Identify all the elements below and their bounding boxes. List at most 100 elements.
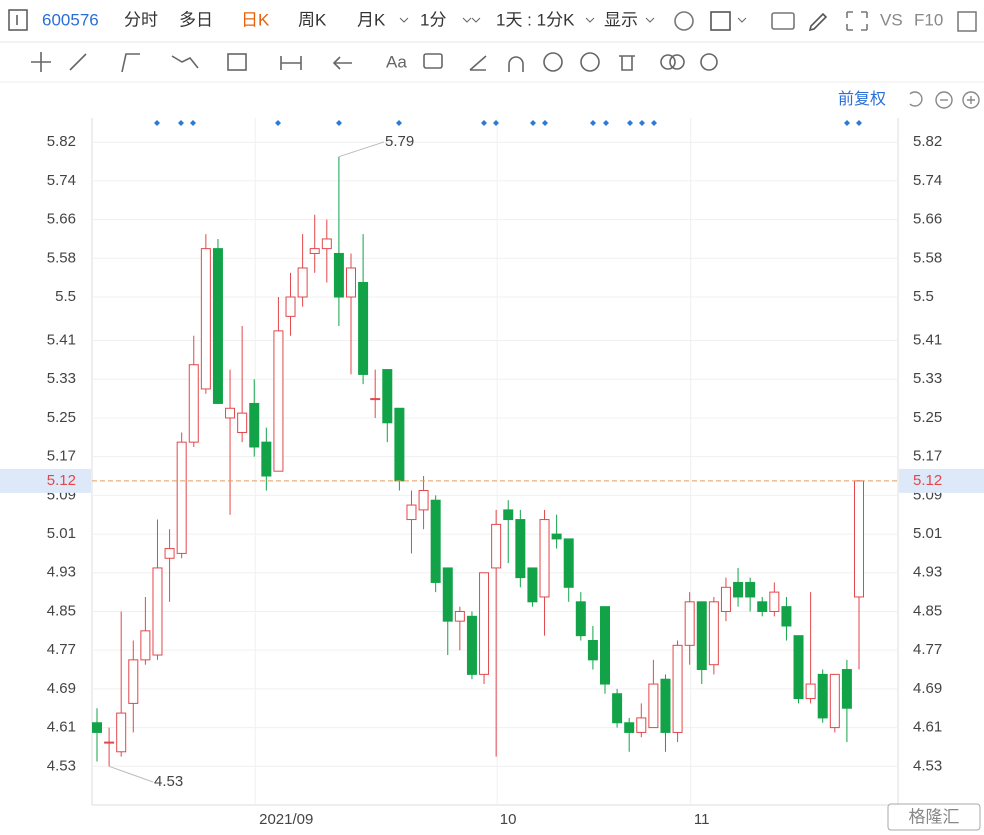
candle-body — [684, 601, 695, 646]
camera-icon[interactable] — [771, 12, 795, 30]
event-marker[interactable] — [178, 120, 184, 126]
watermark-box — [887, 803, 981, 831]
y2-tick-label: 5.5 — [913, 288, 934, 305]
reset-icon[interactable] — [909, 91, 923, 107]
x-tick-label: 2021/09 — [259, 811, 313, 828]
period-tab[interactable]: 分时 — [124, 10, 158, 29]
f10-button[interactable]: F10 — [914, 10, 943, 29]
event-marker[interactable] — [154, 120, 160, 126]
event-marker[interactable] — [530, 120, 536, 126]
y2-tick-label: 5.33 — [913, 370, 942, 387]
fib-tool[interactable] — [227, 53, 247, 71]
event-marker[interactable] — [481, 120, 487, 126]
event-marker[interactable] — [190, 120, 196, 126]
candle-body — [200, 248, 211, 390]
zoom-in-cross — [967, 96, 975, 104]
candle-body — [479, 572, 490, 675]
event-marker[interactable] — [603, 120, 609, 126]
vs-button[interactable]: VS — [880, 10, 903, 29]
angle-tool[interactable] — [469, 55, 487, 71]
y-tick-label: 5.25 — [47, 409, 76, 426]
y2-tick-label: 5.17 — [913, 448, 942, 465]
stock-code[interactable]: 600576 — [42, 10, 99, 29]
period-tab[interactable]: 多日 — [179, 10, 213, 29]
event-marker[interactable] — [590, 120, 596, 126]
candle-body — [285, 296, 296, 317]
magnet-tool[interactable] — [508, 56, 524, 72]
y-tick-label: 5.82 — [47, 133, 76, 150]
display-select[interactable]: 显示 — [604, 10, 638, 29]
pen-icon[interactable] — [808, 12, 828, 32]
period-tab[interactable]: 周K — [298, 10, 327, 29]
y2-tick-label: 4.53 — [913, 757, 942, 774]
settings-icon[interactable] — [674, 11, 694, 31]
candle-body — [321, 238, 332, 250]
candle-body — [116, 712, 127, 753]
move-tool[interactable] — [31, 52, 51, 72]
event-marker[interactable] — [396, 120, 402, 126]
wave-tool[interactable] — [171, 55, 199, 69]
event-marker[interactable] — [275, 120, 281, 126]
compare-tool[interactable] — [660, 54, 676, 70]
candle-body — [273, 330, 284, 472]
y2-tick-label: 4.69 — [913, 680, 942, 697]
panel-icon[interactable] — [957, 11, 977, 32]
poly-tool[interactable] — [121, 53, 140, 73]
candle-body — [757, 601, 768, 612]
event-marker[interactable] — [856, 120, 862, 126]
sidebar-toggle[interactable] — [8, 9, 28, 31]
hide-tool[interactable] — [580, 52, 600, 72]
candle-body — [708, 601, 719, 666]
period-select[interactable]: 1天 : 1分K — [496, 10, 575, 29]
y-tick-label: 4.77 — [47, 641, 76, 658]
event-marker[interactable] — [542, 120, 548, 126]
lock-tool[interactable] — [543, 52, 563, 72]
candle-body — [346, 267, 356, 298]
period-tab[interactable]: 日K — [241, 10, 270, 29]
candle-body — [188, 364, 199, 443]
x-tick-label: 10 — [500, 811, 517, 828]
candle-body — [394, 407, 405, 482]
adjust-select[interactable]: 前复权 — [838, 90, 886, 108]
candle-body — [854, 480, 864, 598]
period-tab[interactable]: 月K — [357, 10, 386, 29]
fullscreen-icon[interactable] — [846, 11, 868, 31]
candle-body — [418, 490, 429, 511]
delete-tool[interactable] — [619, 55, 635, 71]
candle-body — [575, 601, 586, 637]
y2-tick-label: 5.74 — [913, 172, 942, 189]
zoom-in[interactable] — [962, 91, 980, 109]
high-annotation: 5.79 — [385, 133, 414, 150]
event-marker[interactable] — [336, 120, 342, 126]
event-marker[interactable] — [651, 120, 657, 126]
event-marker[interactable] — [627, 120, 633, 126]
caret — [645, 17, 655, 23]
note-tool[interactable] — [423, 53, 443, 69]
y-tick-label: 5.66 — [47, 211, 76, 228]
price-tag-bg — [0, 468, 91, 493]
y2-tick-label: 5.01 — [913, 525, 942, 542]
event-marker[interactable] — [639, 120, 645, 126]
tool-settings[interactable] — [700, 53, 718, 71]
arrow-tool[interactable] — [332, 56, 352, 70]
y-tick-label: 5.5 — [55, 288, 76, 305]
candle-body — [140, 630, 151, 661]
y2-tick-label: 4.61 — [913, 719, 942, 736]
zoom-out[interactable] — [935, 91, 953, 109]
candle-body — [237, 412, 248, 433]
line-tool[interactable] — [69, 53, 87, 71]
color-icon[interactable] — [710, 11, 731, 31]
candle-body — [539, 519, 550, 598]
event-marker[interactable] — [844, 120, 850, 126]
candle-body — [648, 683, 659, 729]
y2-tick-label: 5.58 — [913, 249, 942, 266]
caret — [462, 17, 472, 23]
compare-tool[interactable] — [669, 54, 685, 70]
event-marker[interactable] — [493, 120, 499, 126]
measure-tool[interactable] — [280, 56, 302, 70]
y2-tick-label: 4.85 — [913, 602, 942, 619]
period-tab[interactable]: 1分 — [420, 10, 446, 29]
font-tool[interactable]: Aa — [386, 52, 407, 71]
x-tick-label: 11 — [694, 811, 710, 828]
candle-body — [176, 441, 187, 554]
